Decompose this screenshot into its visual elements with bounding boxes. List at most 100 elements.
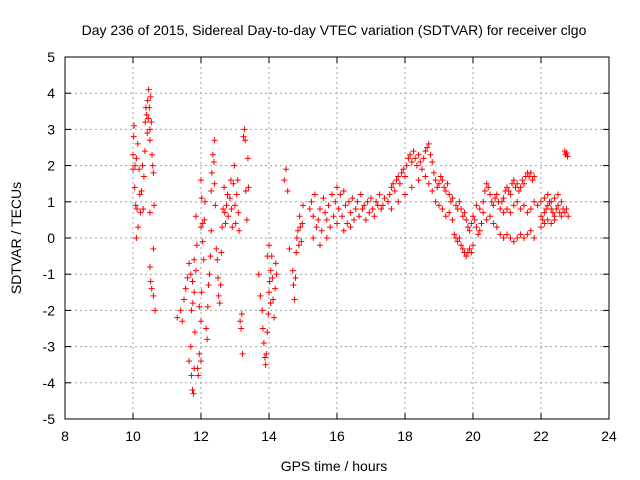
y-tick-label: -1: [43, 266, 56, 282]
data-point: [390, 180, 397, 187]
data-point: [565, 213, 572, 220]
data-point: [466, 245, 473, 252]
data-point: [179, 318, 186, 325]
data-point: [196, 303, 203, 310]
data-point: [510, 238, 517, 245]
data-point: [507, 235, 514, 241]
data-point: [514, 198, 521, 205]
data-point: [347, 209, 354, 216]
data-point: [141, 148, 148, 155]
data-point: [485, 184, 492, 191]
data-point: [272, 285, 279, 292]
data-point: [475, 231, 482, 238]
data-point: [217, 282, 224, 289]
data-point: [453, 202, 459, 209]
data-point: [193, 242, 200, 249]
data-point: [429, 158, 436, 165]
data-point: [194, 365, 201, 372]
data-point: [459, 245, 466, 252]
data-point: [334, 184, 340, 191]
data-point: [500, 235, 507, 241]
data-point: [555, 191, 561, 198]
data-point: [364, 198, 371, 205]
data-point: [487, 191, 493, 198]
data-point: [558, 213, 565, 220]
data-point: [481, 187, 488, 194]
data-point: [148, 285, 155, 292]
data-point: [563, 149, 570, 156]
data-point: [145, 86, 152, 93]
data-point: [376, 191, 383, 198]
data-point: [215, 274, 221, 281]
data-point: [204, 336, 211, 343]
data-point: [538, 213, 544, 220]
data-point: [191, 256, 198, 263]
x-tick-label: 24: [601, 428, 617, 444]
data-point: [561, 209, 568, 216]
data-point: [182, 285, 189, 292]
y-tick-label: 1: [47, 194, 55, 210]
data-point: [400, 166, 407, 173]
data-point: [446, 209, 453, 216]
data-point: [198, 224, 204, 231]
data-point: [222, 220, 229, 227]
data-points: [130, 86, 572, 397]
data-point: [233, 191, 240, 198]
data-point: [470, 242, 476, 249]
data-point: [184, 274, 191, 281]
data-point: [198, 195, 205, 202]
data-point: [439, 206, 446, 213]
data-point: [551, 216, 558, 223]
data-point: [188, 372, 195, 379]
data-point: [504, 206, 510, 213]
data-point: [134, 140, 141, 147]
data-point: [500, 209, 507, 216]
data-point: [521, 202, 527, 209]
data-point: [208, 169, 215, 176]
data-point: [267, 300, 274, 307]
data-point: [359, 206, 366, 213]
data-point: [441, 184, 448, 191]
y-tick-label: 5: [47, 49, 55, 65]
data-point: [505, 187, 512, 194]
data-point: [190, 390, 197, 397]
data-point: [473, 202, 480, 209]
data-point: [514, 180, 521, 187]
data-point: [147, 137, 153, 144]
data-point: [143, 111, 150, 118]
data-point: [211, 180, 218, 187]
data-point: [388, 184, 395, 191]
data-point: [444, 180, 451, 187]
data-point: [306, 206, 313, 213]
data-point: [410, 148, 417, 155]
data-point: [325, 202, 332, 209]
data-point: [351, 216, 357, 223]
data-point: [317, 206, 323, 213]
data-point: [463, 253, 470, 260]
data-point: [468, 249, 475, 256]
data-point: [227, 177, 234, 184]
data-point: [241, 126, 248, 133]
data-point: [147, 93, 154, 100]
data-point: [202, 198, 209, 205]
data-point: [362, 216, 369, 223]
data-point: [483, 180, 490, 187]
data-point: [144, 130, 151, 137]
data-point: [510, 177, 517, 184]
data-point: [201, 216, 208, 223]
data-point: [264, 253, 271, 260]
data-point: [451, 231, 458, 238]
data-point: [449, 216, 456, 223]
data-point: [519, 177, 526, 184]
data-point: [476, 227, 483, 234]
data-point: [266, 289, 272, 296]
data-point: [139, 162, 146, 169]
data-point: [281, 177, 288, 184]
data-point: [293, 235, 300, 241]
data-point: [308, 198, 315, 205]
x-axis-title: GPS time / hours: [281, 458, 388, 474]
data-point: [432, 177, 439, 184]
data-point: [442, 187, 449, 194]
x-tick-label: 16: [329, 428, 345, 444]
